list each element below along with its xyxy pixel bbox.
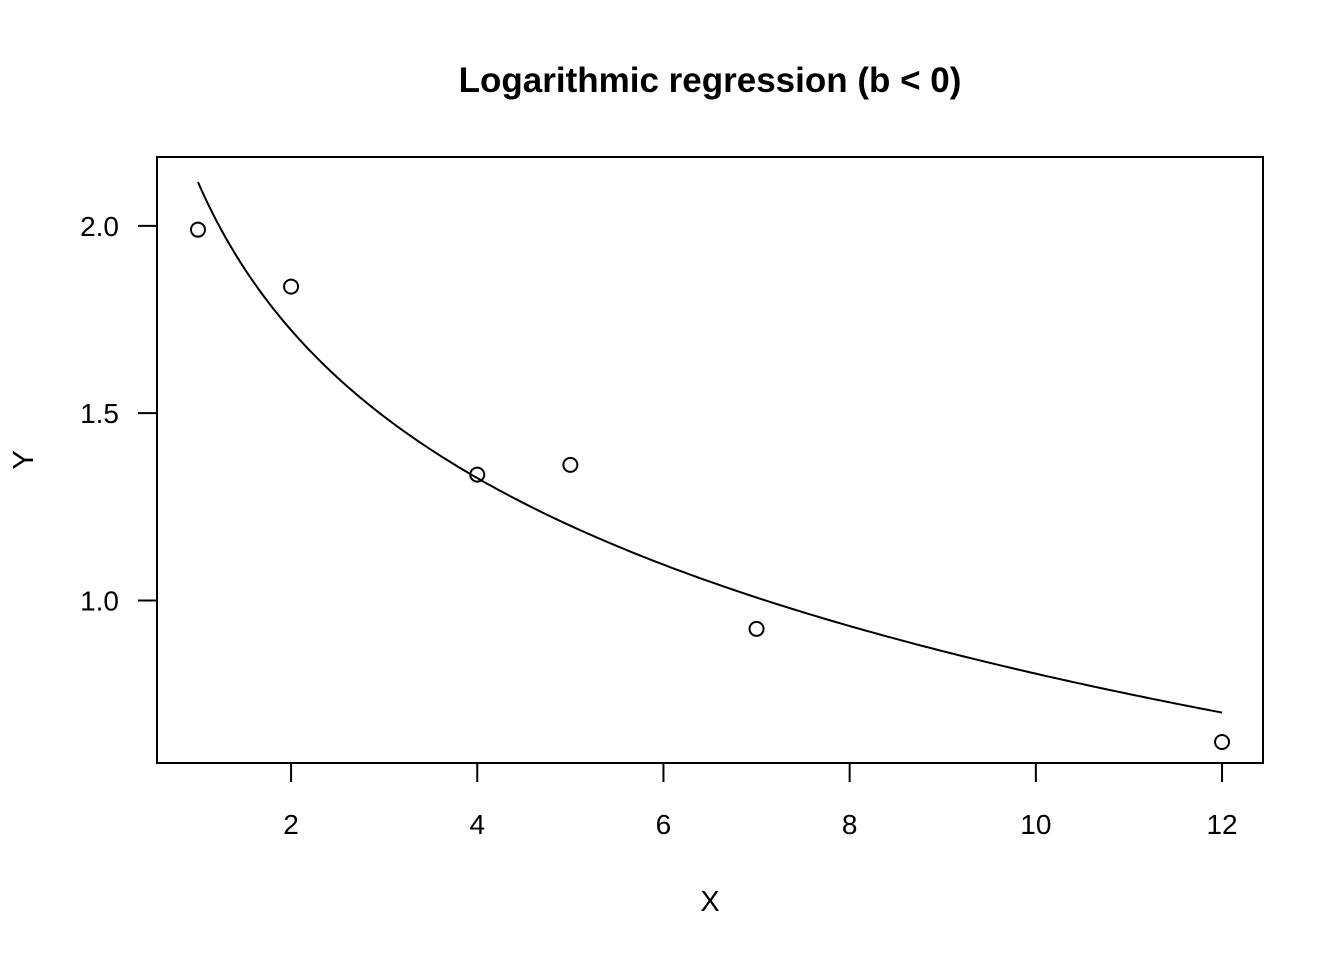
data-point — [283, 278, 300, 295]
x-tick-label: 12 — [1206, 809, 1237, 840]
x-axis-label: X — [700, 886, 719, 918]
x-tick-label: 8 — [842, 809, 858, 840]
y-tick-label: 1.0 — [80, 585, 119, 616]
x-tick-label: 6 — [656, 809, 672, 840]
data-point — [189, 221, 206, 238]
chart-title: Logarithmic regression (b < 0) — [459, 61, 962, 100]
x-axis: 2 4 6 8 10 12 — [283, 763, 1238, 840]
regression-curve — [197, 181, 1223, 714]
x-tick-label: 2 — [283, 809, 299, 840]
y-tick-label: 2.0 — [80, 211, 119, 242]
data-points — [189, 221, 1231, 751]
y-axis: 1.0 1.5 2.0 — [80, 211, 157, 616]
y-axis-label: Y — [8, 450, 40, 469]
x-tick-label: 4 — [469, 809, 485, 840]
data-point — [469, 466, 486, 483]
plot-frame — [156, 156, 1264, 764]
data-point — [562, 456, 579, 473]
x-tick-label: 10 — [1020, 809, 1051, 840]
data-point — [748, 620, 765, 637]
data-point — [1214, 734, 1231, 751]
y-tick-label: 1.5 — [80, 398, 119, 429]
